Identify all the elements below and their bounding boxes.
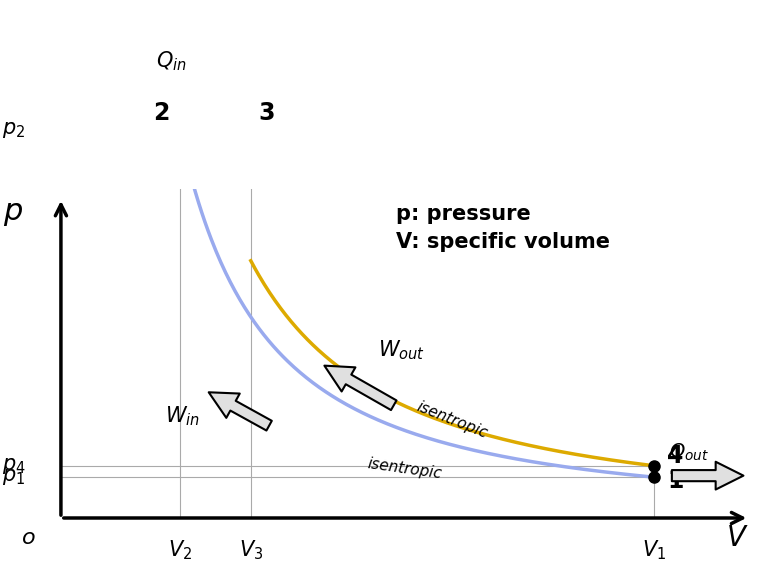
- Text: $Q_{in}$: $Q_{in}$: [156, 49, 187, 73]
- Text: 3: 3: [258, 101, 274, 126]
- Text: $p_4$: $p_4$: [2, 456, 25, 476]
- Text: $W_{in}$: $W_{in}$: [165, 404, 200, 428]
- Text: 2: 2: [153, 101, 169, 126]
- Text: $o$: $o$: [21, 528, 35, 548]
- Text: isentropic: isentropic: [415, 399, 490, 441]
- Text: $Q_{out}$: $Q_{out}$: [669, 442, 709, 463]
- Text: $p_1$: $p_1$: [2, 467, 25, 487]
- Text: $V$: $V$: [726, 524, 749, 552]
- Text: 1: 1: [667, 469, 684, 493]
- Text: $V_2$: $V_2$: [167, 539, 192, 562]
- Text: p: pressure
V: specific volume: p: pressure V: specific volume: [396, 204, 610, 252]
- Text: $V_1$: $V_1$: [642, 539, 667, 562]
- Text: $W_{out}$: $W_{out}$: [379, 339, 425, 362]
- Text: $p_2$: $p_2$: [2, 120, 25, 140]
- Text: $V_3$: $V_3$: [239, 539, 263, 562]
- Text: isentropic: isentropic: [367, 456, 443, 482]
- Text: 4: 4: [667, 444, 684, 468]
- Text: $p$: $p$: [3, 199, 24, 228]
